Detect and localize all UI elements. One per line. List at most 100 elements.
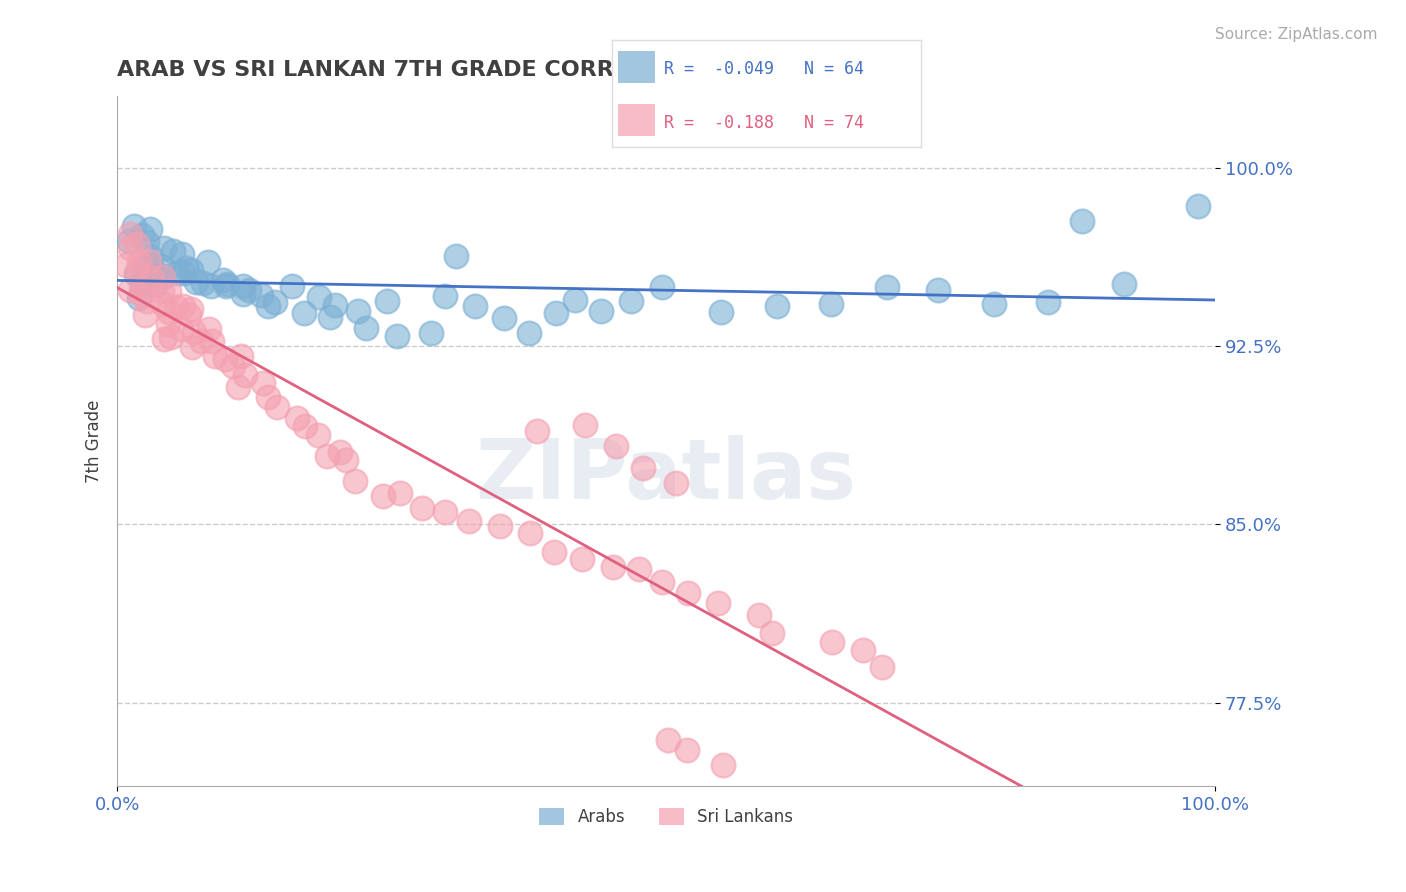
Point [676, 742, 699, 756]
Point [190, 334, 212, 349]
Point [232, 286, 254, 301]
Point [141, 271, 163, 285]
Point [233, 368, 256, 382]
Point [294, 418, 316, 433]
Point [564, 293, 586, 307]
Point [266, 401, 288, 415]
Point [602, 560, 624, 574]
Point [138, 254, 160, 268]
Point [627, 562, 650, 576]
Point [346, 303, 368, 318]
Point [214, 351, 236, 366]
Point [118, 234, 141, 248]
Point [143, 278, 166, 293]
Point [128, 254, 150, 268]
Point [433, 505, 456, 519]
Point [139, 259, 162, 273]
Point [150, 285, 173, 299]
Point [152, 297, 174, 311]
Point [134, 308, 156, 322]
Point [433, 289, 456, 303]
Point [620, 294, 643, 309]
Point [157, 284, 180, 298]
Point [766, 299, 789, 313]
Bar [617, 51, 655, 83]
Point [128, 291, 150, 305]
Text: ZIPatlas: ZIPatlas [475, 435, 856, 516]
Point [200, 279, 222, 293]
Point [375, 294, 398, 309]
Point [215, 278, 238, 293]
Point [665, 476, 688, 491]
Point [252, 376, 274, 391]
Point [457, 514, 479, 528]
Point [180, 302, 202, 317]
Point [118, 283, 141, 297]
Point [114, 258, 136, 272]
Point [852, 643, 875, 657]
Point [308, 290, 330, 304]
Point [264, 294, 287, 309]
Point [162, 244, 184, 258]
Point [156, 318, 179, 332]
Point [172, 299, 194, 313]
Point [820, 635, 842, 649]
Point [212, 273, 235, 287]
Point [197, 255, 219, 269]
Point [285, 411, 308, 425]
Point [354, 321, 377, 335]
Point [139, 222, 162, 236]
Point [250, 288, 273, 302]
Point [125, 268, 148, 282]
Point [713, 757, 735, 772]
Point [174, 260, 197, 275]
Point [152, 241, 174, 255]
Point [517, 326, 540, 341]
Point [292, 306, 315, 320]
Point [131, 280, 153, 294]
Text: Source: ZipAtlas.com: Source: ZipAtlas.com [1215, 27, 1378, 42]
Point [983, 297, 1005, 311]
Point [217, 277, 239, 291]
Point [125, 236, 148, 251]
Point [226, 380, 249, 394]
Point [183, 325, 205, 339]
Point [135, 235, 157, 249]
Point [489, 518, 512, 533]
Point [876, 280, 898, 294]
Point [544, 306, 567, 320]
Point [870, 659, 893, 673]
Point [385, 329, 408, 343]
Point [761, 626, 783, 640]
Point [651, 280, 673, 294]
Point [371, 489, 394, 503]
Point [159, 329, 181, 343]
Point [710, 305, 733, 319]
Point [519, 525, 541, 540]
Point [280, 279, 302, 293]
Point [707, 596, 730, 610]
Point [191, 276, 214, 290]
Point [172, 247, 194, 261]
Point [180, 263, 202, 277]
Point [315, 449, 337, 463]
Point [180, 340, 202, 354]
Point [125, 264, 148, 278]
Point [325, 297, 347, 311]
Point [335, 452, 357, 467]
Point [411, 501, 433, 516]
Point [257, 299, 280, 313]
Point [141, 250, 163, 264]
Y-axis label: 7th Grade: 7th Grade [86, 400, 103, 483]
Point [388, 486, 411, 500]
Point [927, 283, 949, 297]
Point [222, 359, 245, 373]
Legend: Arabs, Sri Lankans: Arabs, Sri Lankans [533, 801, 800, 832]
Point [1187, 199, 1209, 213]
Point [153, 332, 176, 346]
Text: R =  -0.188   N = 74: R = -0.188 N = 74 [664, 113, 865, 131]
Point [204, 349, 226, 363]
Point [574, 417, 596, 432]
Point [232, 278, 254, 293]
Point [328, 445, 350, 459]
